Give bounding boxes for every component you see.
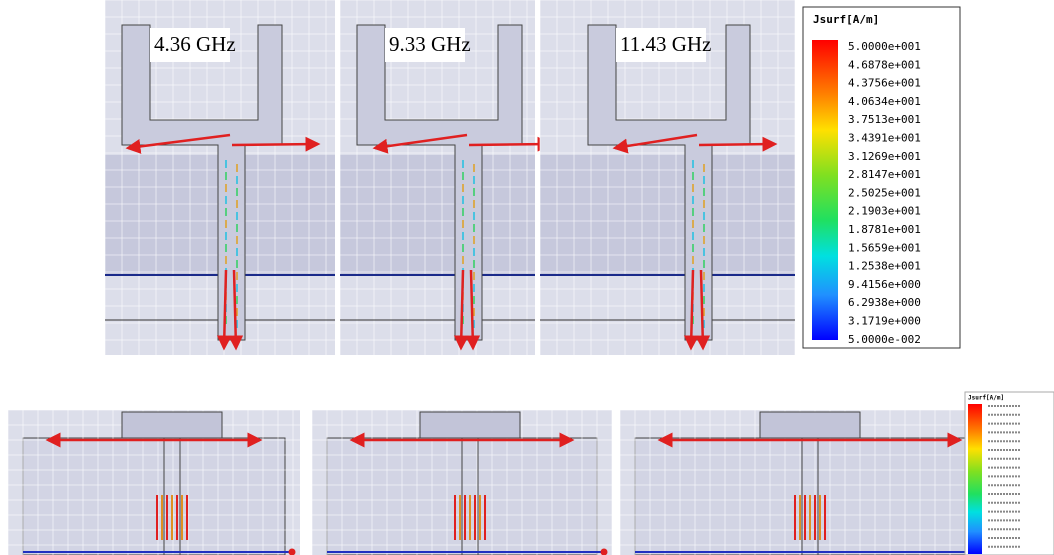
legend-value: 4.0634e+001 <box>848 95 921 108</box>
feed-stub <box>420 412 520 438</box>
top-panel: 4.36 GHz <box>105 0 335 355</box>
legend-value: 1.2538e+001 <box>848 260 921 273</box>
legend-value: 3.1719e+000 <box>848 315 921 328</box>
legend-value: 1.5659e+001 <box>848 241 921 254</box>
current-arrow <box>469 144 550 145</box>
current-arrow <box>232 144 318 145</box>
legend-value: 4.3756e+001 <box>848 77 921 90</box>
feed-stub <box>122 412 222 438</box>
legend-value: 1.8781e+001 <box>848 223 921 236</box>
legend-value: 3.4391e+001 <box>848 132 921 145</box>
legend-value: 9.4156e+000 <box>848 278 921 291</box>
top-panel: 9.33 GHz <box>340 0 550 355</box>
legend-value: 5.0000e-002 <box>848 333 921 346</box>
ground-band <box>340 155 535 275</box>
legend: Jsurf[A/m] 5.0000e+001 4.6878e+001 4.3756e… <box>803 7 960 348</box>
bottom-panel <box>312 410 612 555</box>
feed-stub <box>760 412 860 438</box>
legend-value: 3.1269e+001 <box>848 150 921 163</box>
frequency-label: 4.36 GHz <box>154 32 236 56</box>
current-arrow <box>699 144 775 145</box>
legend-title: Jsurf[A/m] <box>813 13 879 26</box>
legend-value: 4.6878e+001 <box>848 58 921 71</box>
frequency-label: 9.33 GHz <box>389 32 471 56</box>
legend-value: 2.5025e+001 <box>848 186 921 199</box>
color-scale <box>812 40 838 340</box>
figure: 4.36 GHz 9.33 GHz 11.43 GHz Jsurf[A/m] 5.0… <box>0 0 1054 555</box>
patch <box>23 438 285 555</box>
bottom-panel <box>620 410 1000 555</box>
small-color-scale <box>968 404 982 554</box>
ground-band <box>540 155 795 275</box>
top-panel: 11.43 GHz <box>540 0 795 355</box>
legend-values: 5.0000e+001 4.6878e+001 4.3756e+001 4.0634e… <box>848 40 921 346</box>
legend-value: 2.8147e+001 <box>848 168 921 181</box>
legend-value: 2.1903e+001 <box>848 205 921 218</box>
legend-value: 3.7513e+001 <box>848 113 921 126</box>
legend-value: 6.2938e+000 <box>848 296 921 309</box>
bottom-panel <box>8 410 300 555</box>
small-legend: Jsurf[A/m] <box>965 392 1054 555</box>
small-legend-title: Jsurf[A/m] <box>968 395 1004 402</box>
frequency-label: 11.43 GHz <box>620 32 711 56</box>
legend-value: 5.0000e+001 <box>848 40 921 53</box>
